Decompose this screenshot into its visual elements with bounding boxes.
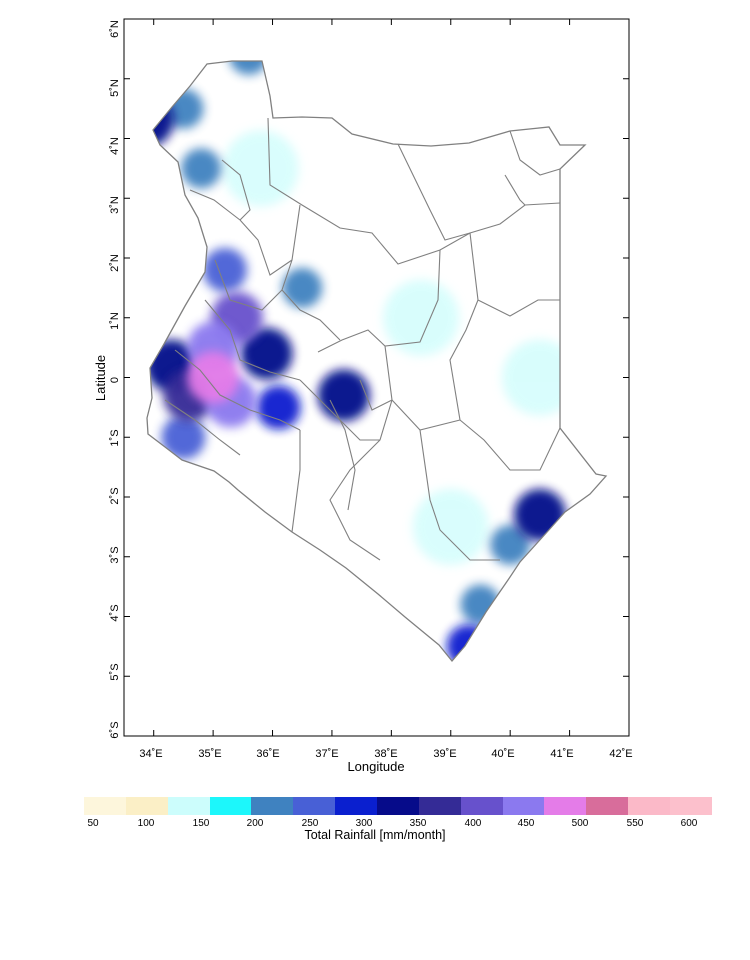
colorbar-swatch — [586, 797, 629, 815]
rain-cell-3 — [222, 130, 299, 207]
colorbar-swatch — [460, 797, 503, 815]
lat-tick-2n: 2˚N — [109, 254, 121, 272]
colorbar-tick: 500 — [571, 818, 589, 829]
colorbar-swatch — [84, 797, 126, 815]
rain-cell-11 — [203, 248, 247, 292]
colorbar-tick: 200 — [246, 818, 264, 829]
colorbar-swatch — [670, 797, 712, 815]
rain-cell-4 — [490, 524, 531, 565]
kenya-border — [146, 60, 608, 663]
lon-tick-38: 38˚E — [374, 748, 397, 760]
x-axis-title: Longitude — [347, 759, 404, 774]
colorbar-tick: 450 — [517, 818, 535, 829]
colorbar-swatch — [293, 797, 336, 815]
lon-tick-40: 40˚E — [491, 748, 514, 760]
rain-cell-15 — [317, 369, 370, 422]
lat-tick-1s: 1˚S — [109, 429, 121, 446]
lat-tick-6n: 6˚N — [109, 20, 121, 38]
county-boundary — [204, 299, 301, 381]
county-boundary — [449, 299, 561, 471]
rain-cell-10 — [161, 415, 206, 460]
county-boundary — [504, 174, 526, 206]
rain-cell-1 — [383, 279, 460, 356]
county-boundaries — [164, 117, 561, 561]
colorbar-swatch — [544, 797, 587, 815]
county-boundary — [239, 219, 293, 276]
county-boundary — [397, 143, 471, 241]
colorbar-tick: 400 — [464, 818, 482, 829]
rain-cell-23 — [187, 351, 240, 404]
lon-tick-39: 39˚E — [433, 748, 456, 760]
rain-cell-6 — [181, 148, 222, 189]
lat-tick-5s: 5˚S — [109, 663, 121, 680]
rain-cell-7 — [228, 61, 269, 75]
county-boundary — [359, 379, 393, 411]
colorbar-swatch — [335, 797, 378, 815]
lon-tick-36: 36˚E — [256, 748, 279, 760]
county-boundary — [174, 349, 301, 431]
lat-tick-0: 0 — [109, 377, 121, 383]
colorbar-swatch — [209, 797, 252, 815]
lat-tick-2s: 2˚S — [109, 487, 121, 504]
county-boundary — [164, 399, 241, 456]
county-boundary — [509, 130, 561, 176]
rain-base — [147, 61, 606, 661]
rain-cell-12 — [256, 385, 301, 430]
colorbar-tick: 250 — [301, 818, 319, 829]
axis-ticks — [124, 18, 630, 737]
lat-tick-5n: 5˚N — [109, 79, 121, 97]
lat-tick-3s: 3˚S — [109, 546, 121, 563]
lon-tick-41: 41˚E — [550, 748, 573, 760]
colorbar-tick: 100 — [137, 818, 155, 829]
colorbar-tick-labels: 50 100 150 200 250 300 350 400 450 500 5… — [84, 818, 712, 832]
county-boundary — [329, 399, 393, 561]
rainfall-field — [147, 61, 606, 661]
rain-cell-14 — [240, 327, 293, 380]
colorbar-title: Total Rainfall [mm/month] — [304, 828, 446, 842]
lat-tick-4n: 4˚N — [109, 137, 121, 155]
colorbar-swatch — [502, 797, 545, 815]
lon-tick-35: 35˚E — [198, 748, 221, 760]
colorbar-swatch — [377, 797, 419, 815]
rain-cell-5 — [282, 267, 323, 308]
lat-tick-1n: 1˚N — [109, 312, 121, 330]
y-axis-title: Latitude — [93, 355, 108, 401]
lon-tick-37: 37˚E — [315, 748, 338, 760]
county-boundary — [189, 189, 241, 221]
county-boundary — [281, 204, 341, 341]
lon-tick-42: 42˚E — [609, 748, 632, 760]
colorbar-tick: 550 — [626, 818, 644, 829]
lat-tick-6s: 6˚S — [109, 721, 121, 738]
colorbar-swatch — [125, 797, 168, 815]
colorbar-tick: 50 — [87, 818, 99, 829]
colorbar-swatch — [167, 797, 210, 815]
colorbar-tick: 600 — [680, 818, 698, 829]
lat-tick-3n: 3˚N — [109, 196, 121, 214]
colorbar — [84, 797, 712, 815]
county-boundary — [419, 429, 500, 561]
rain-cell-0 — [412, 488, 489, 565]
colorbar-swatch — [418, 797, 461, 815]
colorbar-swatch — [251, 797, 294, 815]
rain-cell-2 — [501, 339, 578, 416]
county-boundary — [384, 345, 461, 431]
lat-tick-4s: 4˚S — [109, 604, 121, 621]
lon-tick-34: 34˚E — [139, 748, 162, 760]
county-boundary — [291, 430, 301, 533]
county-boundary — [329, 399, 356, 511]
county-boundary — [469, 232, 560, 317]
county-boundary — [267, 117, 561, 265]
colorbar-tick: 300 — [355, 818, 373, 829]
county-boundary — [221, 159, 251, 221]
colorbar-tick: 150 — [192, 818, 210, 829]
county-boundary — [214, 259, 283, 311]
colorbar-tick: 350 — [409, 818, 427, 829]
colorbar-swatch — [628, 797, 671, 815]
